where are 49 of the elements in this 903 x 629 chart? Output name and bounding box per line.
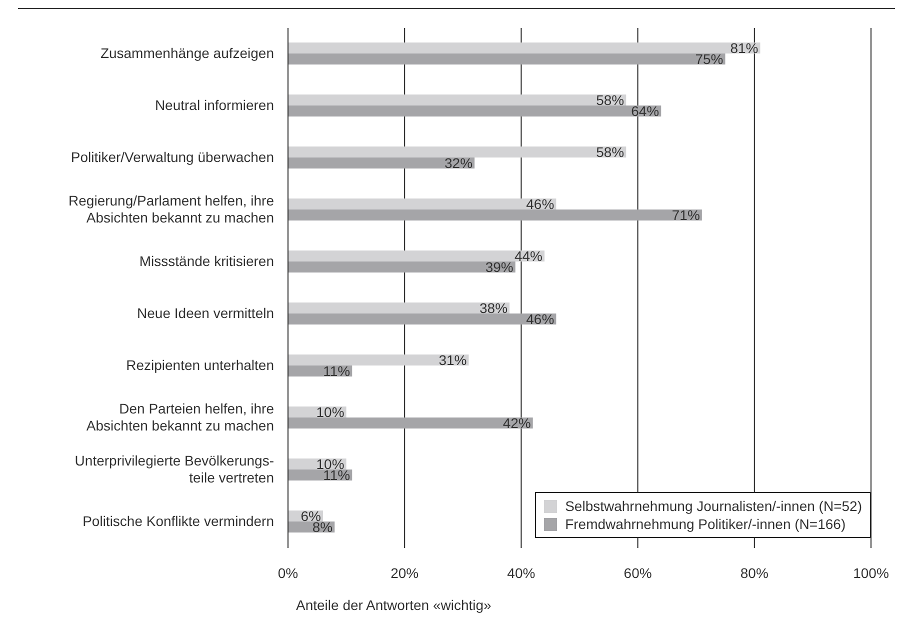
bar	[288, 210, 702, 221]
data-label: 31%	[438, 352, 467, 368]
bar	[288, 354, 469, 366]
data-label: 39%	[485, 259, 514, 276]
data-label: 58%	[596, 144, 624, 160]
data-label: 46%	[526, 196, 554, 212]
y-tick-label: Den Parteien helfen, ihre Absichten bekannt zu machen	[86, 400, 274, 434]
x-tick-label: 60%	[624, 564, 652, 581]
y-tick-label: Zusammenhänge aufzeigen	[100, 44, 274, 61]
bar	[288, 250, 545, 262]
bar	[288, 106, 662, 117]
bar	[288, 42, 760, 54]
bar	[288, 198, 556, 210]
y-tick-label: Neue Ideen vermitteln	[137, 304, 274, 321]
data-label: 75%	[695, 51, 724, 68]
data-label: 58%	[596, 92, 624, 108]
data-label: 32%	[444, 155, 473, 172]
legend-label: Selbstwahrnehmung Journalisten/-innen (N=52)	[565, 497, 862, 515]
bar	[288, 262, 516, 273]
data-label: 46%	[526, 311, 554, 328]
data-label: 64%	[631, 103, 660, 120]
data-label: 38%	[480, 300, 508, 316]
y-tick-label: Regierung/Parlament helfen, ihre Absichten bekannt zu machen	[68, 192, 274, 226]
data-label: 10%	[316, 404, 344, 420]
y-tick-label: Unterprivilegierte Bevölkerungs- teile vertreten	[74, 452, 274, 486]
legend-label: Fremdwahrnehmung Politiker/-innen (N=166)	[565, 515, 846, 533]
data-label: 42%	[502, 415, 531, 432]
x-tick-label: 0%	[278, 564, 298, 581]
y-tick-label: Rezipienten unterhalten	[126, 356, 274, 373]
bar	[288, 302, 510, 314]
bar	[288, 54, 726, 65]
bar	[288, 418, 533, 429]
bar	[288, 94, 626, 106]
x-tick-label: 40%	[507, 564, 536, 581]
y-tick-label: Missstände kritisieren	[139, 252, 274, 269]
data-label: 81%	[730, 40, 758, 56]
x-tick-label: 80%	[740, 564, 768, 581]
y-tick-label: Politiker/Verwaltung überwachen	[70, 148, 274, 165]
bar	[288, 158, 475, 169]
y-tick-label: Politische Konflikte vermindern	[82, 512, 274, 529]
bar	[288, 314, 556, 325]
x-tick-label: 100%	[853, 564, 889, 581]
x-tick-label: 20%	[390, 564, 419, 581]
x-axis-title: Anteile der Antworten «wichtig»	[296, 597, 492, 613]
data-label: 11%	[323, 363, 350, 380]
data-label: 44%	[514, 248, 543, 264]
data-label: 71%	[672, 207, 700, 224]
bar	[288, 146, 626, 158]
y-tick-label: Neutral informieren	[154, 96, 274, 113]
